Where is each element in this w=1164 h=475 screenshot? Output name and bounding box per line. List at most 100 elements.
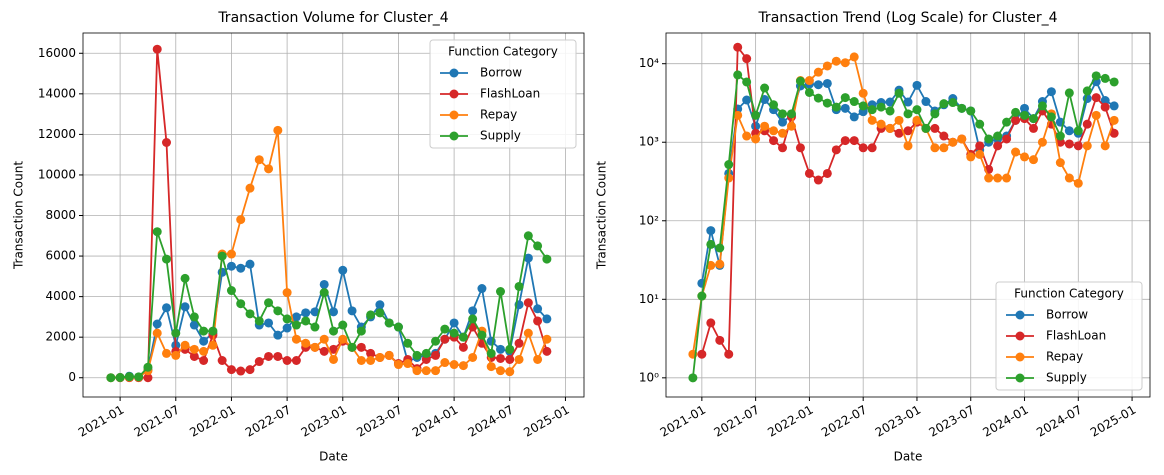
data-point xyxy=(724,160,734,170)
data-point xyxy=(1073,141,1083,151)
data-point xyxy=(291,334,301,344)
data-point xyxy=(822,61,832,71)
legend-marker xyxy=(1015,373,1025,383)
data-point xyxy=(421,366,431,376)
legend-title: Function Category xyxy=(1014,287,1124,301)
y-tick-label: 14000 xyxy=(38,86,76,100)
y-tick-label: 12000 xyxy=(38,127,76,141)
subplot: 2021-01 2021-07 2022-01 2022-07 2023-01 2023-… xyxy=(12,10,585,464)
data-point xyxy=(769,126,779,136)
data-point xyxy=(254,316,264,326)
data-point xyxy=(831,102,841,112)
data-point xyxy=(189,320,199,330)
data-point xyxy=(993,131,1003,141)
data-point xyxy=(106,373,116,383)
data-point xyxy=(751,134,761,144)
data-point xyxy=(245,365,255,375)
data-point xyxy=(143,373,153,383)
data-point xyxy=(966,152,976,162)
data-point xyxy=(458,332,468,342)
data-point xyxy=(403,338,413,348)
y-tick-label: 10⁴ xyxy=(639,56,659,70)
data-point xyxy=(867,105,877,115)
data-point xyxy=(1073,178,1083,188)
data-point xyxy=(291,355,301,365)
data-point xyxy=(431,350,441,360)
data-point xyxy=(697,349,707,359)
data-point xyxy=(180,273,190,283)
data-point xyxy=(1055,131,1065,141)
x-tick-label: 2023-07 xyxy=(927,403,977,440)
data-point xyxy=(724,349,734,359)
data-point xyxy=(366,310,376,320)
data-point xyxy=(975,119,985,129)
data-point xyxy=(449,328,459,338)
data-point xyxy=(310,307,320,317)
legend-label: Repay xyxy=(1046,350,1083,364)
data-point xyxy=(533,241,543,251)
data-point xyxy=(715,259,725,269)
y-tick-label: 10² xyxy=(639,213,659,227)
data-point xyxy=(984,134,994,144)
data-point xyxy=(912,115,922,125)
data-point xyxy=(1073,126,1083,136)
data-point xyxy=(894,128,904,138)
data-point xyxy=(124,372,134,382)
data-point xyxy=(849,52,859,62)
data-point xyxy=(822,98,832,108)
data-point xyxy=(867,143,877,153)
legend-label: FlashLoan xyxy=(1046,329,1106,343)
y-tick-label: 6000 xyxy=(45,249,76,263)
data-point xyxy=(786,121,796,131)
data-point xyxy=(840,93,850,103)
data-point xyxy=(291,312,301,322)
data-point xyxy=(849,136,859,146)
y-tick-label: 0 xyxy=(68,370,76,384)
data-point xyxy=(514,338,524,348)
data-point xyxy=(858,143,868,153)
data-point xyxy=(894,88,904,98)
legend-marker xyxy=(449,68,459,78)
data-point xyxy=(542,254,552,264)
data-point xyxy=(440,334,450,344)
data-point xyxy=(1011,107,1021,117)
data-point xyxy=(542,314,552,324)
data-point xyxy=(975,149,985,159)
data-point xyxy=(1082,119,1092,129)
data-point xyxy=(533,316,543,326)
data-point xyxy=(948,98,958,108)
data-point xyxy=(282,288,292,298)
data-point xyxy=(468,352,478,362)
data-point xyxy=(760,121,770,131)
y-tick-label: 10³ xyxy=(639,135,659,149)
data-point xyxy=(706,239,716,249)
x-tick-label: 2023-07 xyxy=(354,403,404,440)
data-point xyxy=(742,77,752,87)
legend-box xyxy=(995,281,1143,391)
data-point xyxy=(189,312,199,322)
data-point xyxy=(301,338,311,348)
data-point xyxy=(291,320,301,330)
data-point xyxy=(688,373,698,383)
x-axis-label: Date xyxy=(319,450,348,464)
plot-frame xyxy=(665,32,1151,398)
data-point xyxy=(412,350,422,360)
data-point xyxy=(338,265,348,275)
data-point xyxy=(412,366,422,376)
data-point xyxy=(375,352,385,362)
data-point xyxy=(1002,173,1012,183)
x-tick-label: 2025-01 xyxy=(1088,403,1138,440)
data-point xyxy=(199,326,209,336)
data-point xyxy=(199,346,209,356)
data-point xyxy=(421,348,431,358)
data-point xyxy=(742,131,752,141)
data-point xyxy=(1082,141,1092,151)
data-point xyxy=(162,348,171,358)
data-point xyxy=(1028,123,1038,133)
legend-marker xyxy=(1015,310,1025,320)
data-point xyxy=(724,173,734,183)
data-point xyxy=(921,97,931,107)
data-point xyxy=(742,54,752,64)
data-point xyxy=(813,175,823,185)
data-point xyxy=(912,80,922,90)
